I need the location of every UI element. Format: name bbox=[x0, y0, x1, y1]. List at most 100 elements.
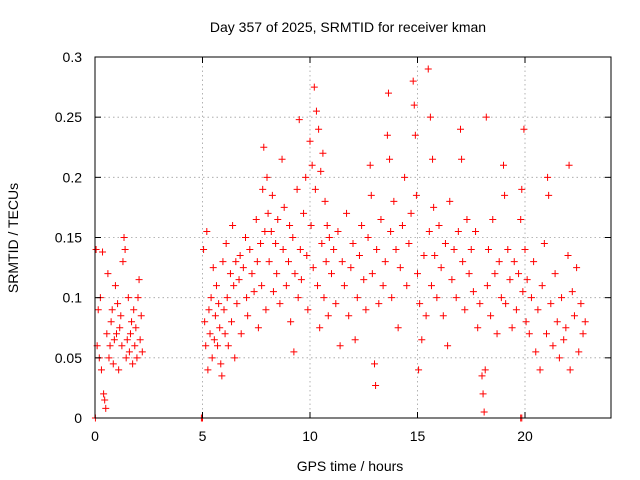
data-point bbox=[203, 227, 211, 235]
data-point bbox=[411, 131, 419, 139]
data-point bbox=[543, 330, 550, 338]
data-point bbox=[431, 252, 439, 260]
data-point bbox=[420, 252, 428, 260]
data-point bbox=[131, 342, 139, 350]
data-point bbox=[519, 288, 527, 296]
data-point bbox=[276, 300, 284, 308]
data-point bbox=[570, 312, 578, 320]
x-tick-label: 15 bbox=[410, 428, 426, 444]
data-point bbox=[328, 270, 335, 278]
data-point bbox=[416, 300, 424, 308]
data-point bbox=[115, 366, 123, 374]
data-point bbox=[211, 312, 219, 320]
data-point bbox=[218, 372, 226, 380]
data-point bbox=[315, 125, 323, 133]
data-point bbox=[377, 215, 385, 223]
data-point bbox=[487, 312, 495, 320]
data-point bbox=[217, 360, 225, 368]
data-point bbox=[502, 300, 510, 308]
data-point bbox=[110, 336, 118, 344]
data-point bbox=[334, 227, 342, 235]
data-point bbox=[105, 354, 113, 362]
data-point bbox=[101, 396, 109, 404]
data-point bbox=[418, 336, 426, 344]
data-point bbox=[221, 330, 229, 338]
data-point bbox=[562, 324, 570, 332]
data-point bbox=[269, 288, 277, 296]
data-point bbox=[405, 240, 413, 248]
x-axis-label: GPS time / hours bbox=[297, 458, 404, 474]
data-point bbox=[229, 221, 237, 229]
data-point bbox=[231, 354, 239, 362]
data-point bbox=[262, 306, 270, 314]
data-point bbox=[581, 318, 589, 326]
data-point bbox=[265, 258, 273, 266]
data-point bbox=[209, 264, 217, 272]
data-point bbox=[384, 89, 392, 97]
data-point bbox=[545, 191, 553, 199]
data-point bbox=[373, 246, 381, 254]
data-point bbox=[515, 270, 523, 278]
data-point bbox=[506, 276, 514, 284]
data-point bbox=[293, 185, 301, 193]
data-point bbox=[409, 77, 417, 85]
data-point bbox=[433, 294, 441, 302]
data-point bbox=[210, 336, 218, 344]
data-point bbox=[491, 270, 499, 278]
y-axis-ticks: 0 0.05 0.1 0.15 0.2 0.25 0.3 bbox=[55, 49, 611, 426]
data-point bbox=[330, 246, 338, 254]
data-point bbox=[372, 382, 380, 390]
data-point bbox=[254, 324, 262, 332]
y-tick-label: 0.25 bbox=[55, 109, 82, 125]
y-tick-label: 0 bbox=[74, 410, 82, 426]
data-point bbox=[302, 173, 310, 181]
data-point bbox=[228, 318, 236, 326]
data-point bbox=[309, 264, 317, 272]
data-point bbox=[114, 300, 122, 308]
data-point bbox=[403, 282, 411, 290]
data-point bbox=[200, 246, 208, 254]
data-point bbox=[347, 264, 355, 272]
data-point bbox=[267, 227, 275, 235]
data-point bbox=[237, 330, 245, 338]
data-point bbox=[244, 312, 252, 320]
data-point bbox=[104, 270, 112, 278]
data-point bbox=[371, 360, 378, 368]
data-point bbox=[216, 324, 224, 332]
data-point bbox=[407, 209, 415, 217]
data-point bbox=[424, 65, 432, 73]
data-point bbox=[481, 366, 489, 374]
data-point bbox=[316, 324, 324, 332]
data-point bbox=[390, 197, 398, 205]
data-point bbox=[300, 209, 308, 217]
data-point bbox=[349, 240, 357, 248]
data-point bbox=[206, 330, 214, 338]
data-point bbox=[263, 173, 271, 181]
data-point bbox=[360, 276, 368, 284]
data-point bbox=[102, 404, 110, 412]
data-point bbox=[525, 330, 533, 338]
data-point bbox=[489, 215, 497, 223]
data-point bbox=[332, 300, 340, 308]
data-point bbox=[132, 324, 140, 332]
data-point bbox=[368, 270, 376, 278]
data-point bbox=[510, 258, 518, 266]
data-point bbox=[351, 336, 359, 344]
data-point bbox=[261, 227, 269, 235]
data-point bbox=[448, 276, 456, 284]
data-point bbox=[323, 221, 331, 229]
data-point bbox=[97, 366, 105, 374]
data-point bbox=[224, 342, 232, 350]
data-point bbox=[242, 234, 249, 241]
data-point bbox=[512, 306, 520, 314]
data-point bbox=[412, 191, 420, 199]
data-point bbox=[343, 209, 351, 217]
data-point bbox=[109, 360, 117, 368]
data-point bbox=[401, 173, 409, 181]
data-point bbox=[396, 264, 404, 272]
data-point bbox=[429, 155, 437, 163]
data-point bbox=[358, 221, 366, 229]
data-point bbox=[579, 330, 587, 338]
data-point bbox=[317, 167, 325, 175]
